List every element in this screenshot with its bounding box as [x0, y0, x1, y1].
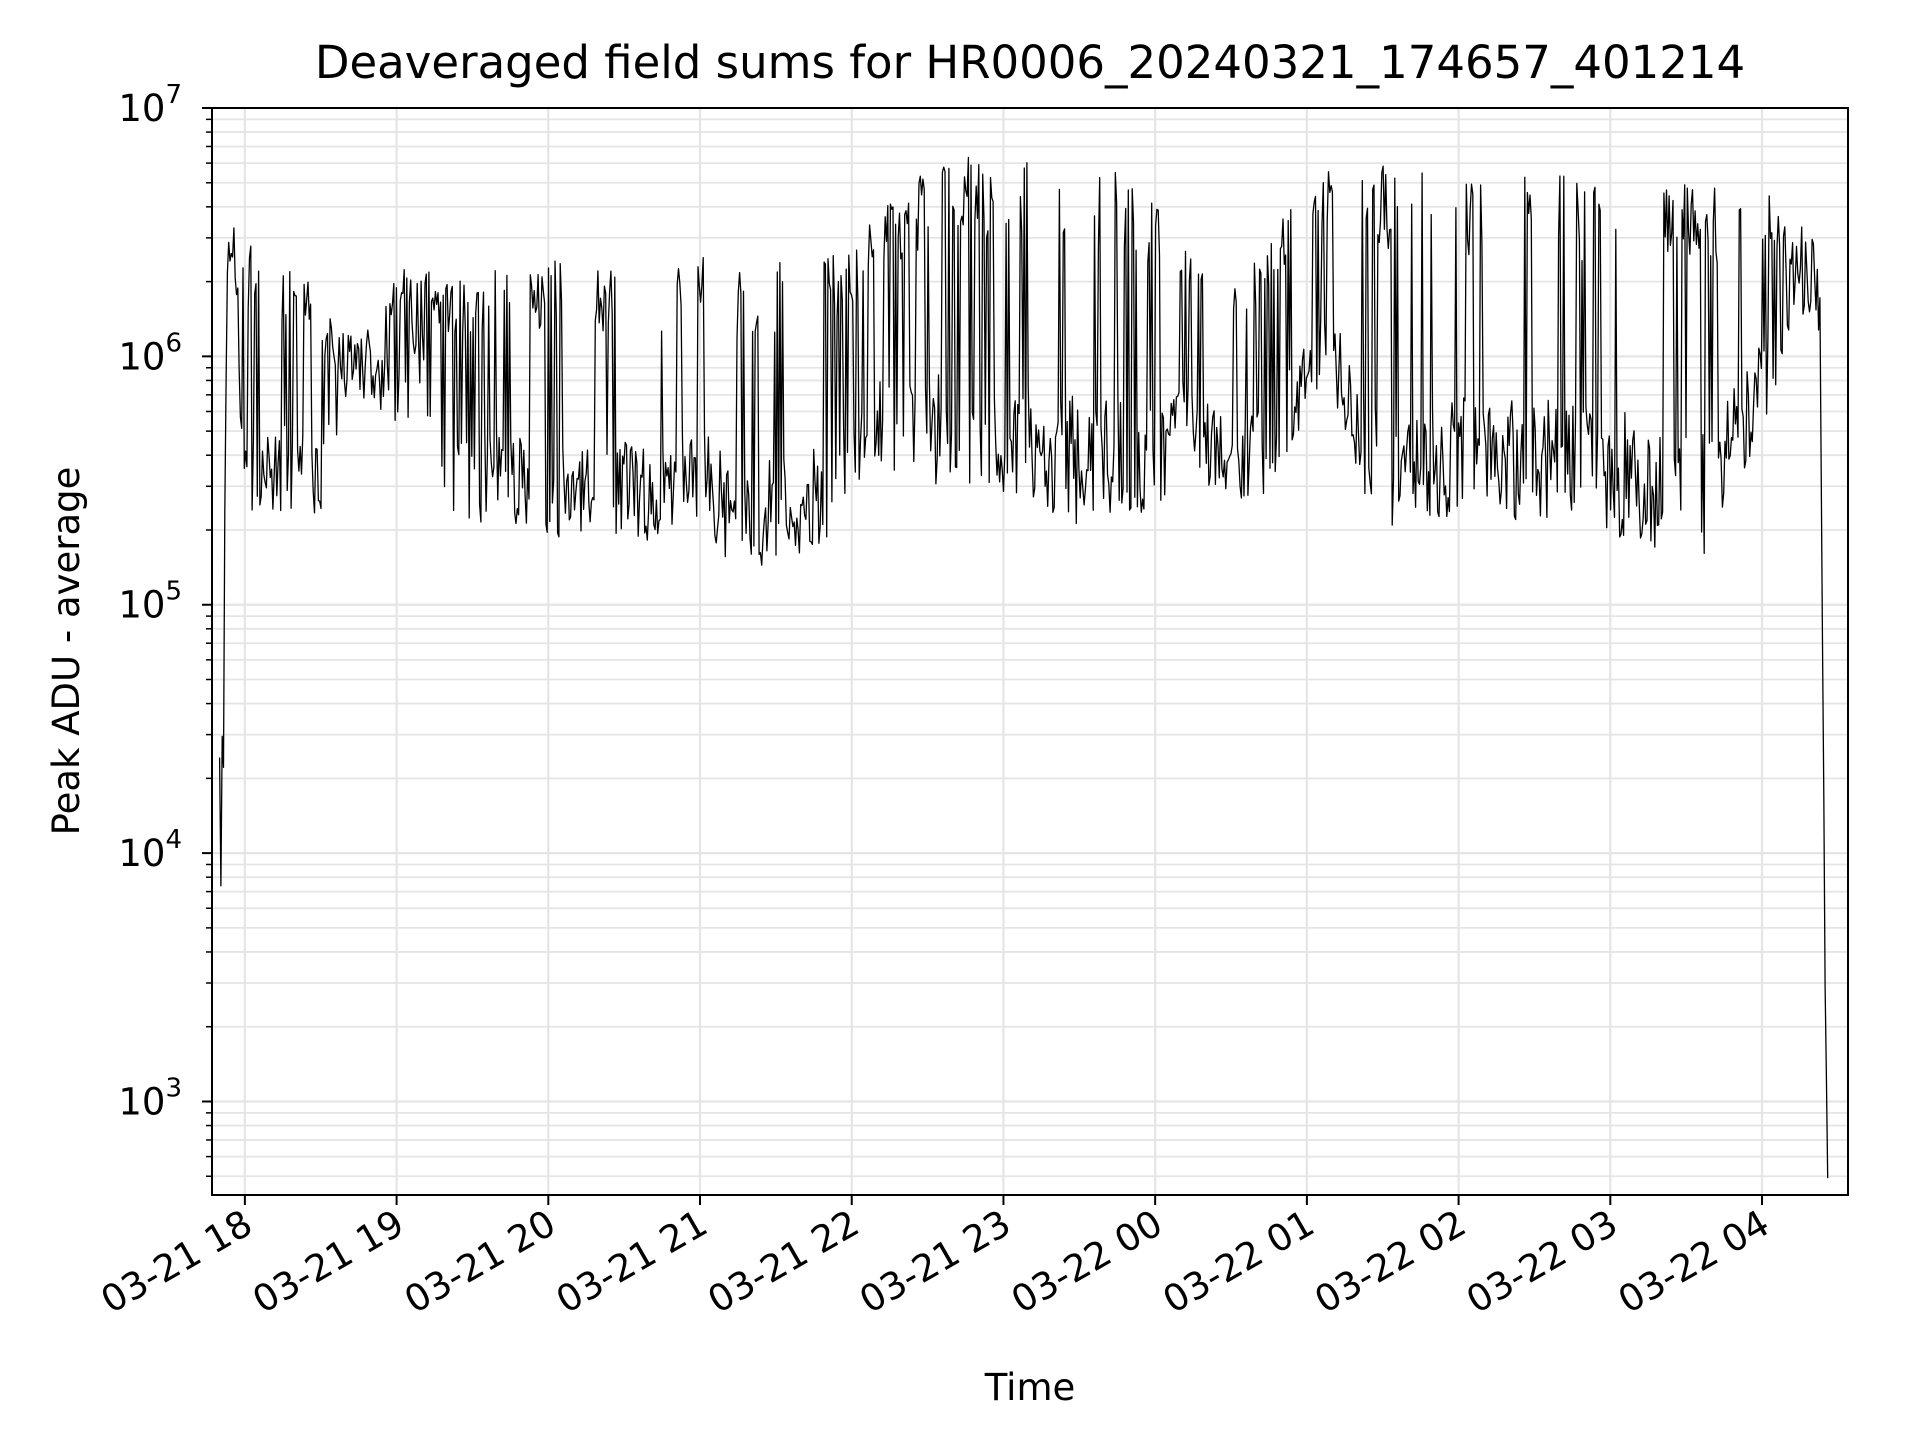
y-tick-label: 106	[118, 328, 182, 378]
y-tick-label: 104	[118, 825, 182, 875]
y-tick-label: 105	[118, 577, 182, 627]
y-tick-label: 107	[118, 80, 182, 130]
y-axis-label: Peak ADU - average	[45, 467, 88, 836]
chart-title: Deaveraged field sums for HR0006_2024032…	[315, 36, 1745, 89]
plot-frame	[211, 107, 1849, 1196]
series-line	[218, 156, 1829, 1179]
x-axis-label: Time	[984, 1366, 1076, 1409]
y-tick-label: 103	[118, 1073, 182, 1123]
data-layer	[218, 156, 1829, 1179]
